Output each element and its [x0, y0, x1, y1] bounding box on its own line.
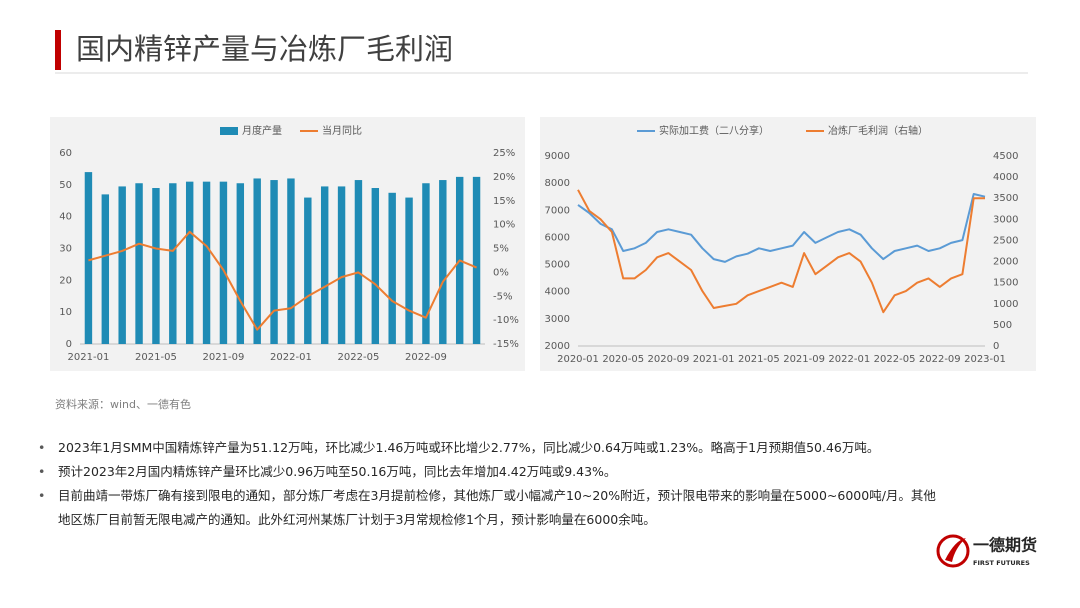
y2-tick-label: 500 — [993, 320, 1012, 331]
legend-label: 冶炼厂毛利润（右轴） — [828, 124, 928, 137]
y2-tick-label: 4500 — [993, 151, 1018, 162]
y-tick-label: 5000 — [545, 260, 570, 271]
bar — [304, 197, 312, 344]
y2-tick-label: 10% — [493, 220, 515, 231]
logo-icon — [936, 534, 970, 568]
y2-tick-label: -15% — [493, 339, 519, 350]
y2-tick-label: 2000 — [993, 257, 1018, 268]
y2-tick-label: -10% — [493, 315, 519, 326]
bar — [253, 178, 261, 344]
y-tick-label: 60 — [59, 148, 72, 159]
legend-label: 实际加工费（二八分享） — [659, 124, 769, 137]
bar — [219, 181, 228, 344]
y2-tick-label: 3000 — [993, 214, 1018, 225]
x-tick-label: 2022-05 — [338, 352, 380, 363]
x-tick-label: 2021-05 — [135, 352, 177, 363]
series-line — [577, 193, 986, 263]
y-tick-label: 20 — [59, 275, 72, 286]
logo-english: FIRST FUTURES — [973, 559, 1030, 567]
x-tick-label: 2022-09 — [405, 352, 447, 363]
bar — [439, 180, 447, 344]
series-line — [88, 230, 477, 331]
x-tick-label: 2021-01 — [68, 352, 110, 363]
bullet: 2023年1月SMM中国精炼锌产量为51.12万吨，环比减少1.46万吨或环比增… — [38, 436, 938, 460]
x-tick-label: 2021-09 — [783, 354, 825, 365]
x-tick-label: 2021-09 — [203, 352, 245, 363]
x-tick-label: 2022-09 — [919, 354, 961, 365]
x-tick-label: 2021-01 — [693, 354, 735, 365]
bar — [405, 197, 413, 344]
y-tick-label: 10 — [59, 307, 72, 318]
bullet: 目前曲靖一带炼厂确有接到限电的通知，部分炼厂考虑在3月提前检修，其他炼厂或小幅减… — [38, 484, 938, 532]
y-tick-label: 9000 — [545, 151, 570, 162]
bar — [472, 176, 481, 344]
y2-tick-label: 15% — [493, 196, 515, 207]
y2-tick-label: 2500 — [993, 235, 1018, 246]
bar — [236, 183, 245, 344]
x-tick-label: 2020-05 — [602, 354, 644, 365]
x-tick-label: 2022-01 — [270, 352, 312, 363]
x-tick-label: 2022-05 — [874, 354, 916, 365]
bar — [152, 188, 160, 344]
x-tick-label: 2023-01 — [964, 354, 1006, 365]
y-tick-label: 2000 — [545, 341, 570, 352]
bullet-list: 2023年1月SMM中国精炼锌产量为51.12万吨，环比减少1.46万吨或环比增… — [38, 436, 938, 532]
bar — [287, 178, 295, 344]
y2-tick-label: 1000 — [993, 299, 1018, 310]
bar — [185, 181, 194, 344]
bar — [270, 180, 278, 344]
chart-panel — [540, 117, 1036, 371]
bar — [84, 172, 93, 344]
y2-tick-label: 5% — [493, 244, 509, 255]
bar — [118, 186, 126, 344]
y-tick-label: 6000 — [545, 232, 570, 243]
y2-tick-label: 0% — [493, 267, 509, 278]
source-note: 资料来源：wind、一德有色 — [55, 397, 191, 411]
y2-tick-label: -5% — [493, 291, 512, 302]
bullet: 预计2023年2月国内精炼锌产量环比减少0.96万吨至50.16万吨，同比去年增… — [38, 460, 938, 484]
legend-swatch — [220, 127, 238, 135]
y2-tick-label: 3500 — [993, 193, 1018, 204]
x-tick-label: 2022-01 — [828, 354, 870, 365]
y2-tick-label: 25% — [493, 148, 515, 159]
y2-tick-label: 20% — [493, 172, 515, 183]
bar — [202, 181, 211, 344]
y-tick-label: 4000 — [545, 287, 570, 298]
y-tick-label: 3000 — [545, 314, 570, 325]
bar — [354, 180, 363, 344]
y-tick-label: 30 — [59, 244, 72, 255]
bar — [371, 188, 380, 344]
y-tick-label: 40 — [59, 212, 72, 223]
logo-name: 一德期货 — [973, 536, 1037, 555]
y-tick-label: 7000 — [545, 205, 570, 216]
y-tick-label: 0 — [66, 339, 72, 350]
legend-label: 月度产量 — [242, 124, 282, 137]
x-tick-label: 2020-01 — [557, 354, 599, 365]
y2-tick-label: 4000 — [993, 172, 1018, 183]
bar — [101, 194, 110, 344]
legend-label: 当月同比 — [322, 124, 362, 137]
series-line — [577, 189, 985, 314]
logo-icon — [945, 538, 966, 562]
bar — [388, 192, 396, 344]
bar — [135, 183, 143, 344]
y2-tick-label: 0 — [993, 341, 999, 352]
bar — [337, 186, 346, 344]
y-tick-label: 50 — [59, 180, 72, 191]
title-accent — [55, 30, 61, 70]
y-tick-label: 8000 — [545, 178, 570, 189]
bar — [320, 186, 329, 344]
y2-tick-label: 1500 — [993, 278, 1018, 289]
x-tick-label: 2020-09 — [648, 354, 690, 365]
bar — [169, 183, 177, 344]
x-tick-label: 2021-05 — [738, 354, 780, 365]
bar — [422, 183, 430, 344]
slide-title: 国内精锌产量与冶炼厂毛利润 — [76, 32, 453, 66]
